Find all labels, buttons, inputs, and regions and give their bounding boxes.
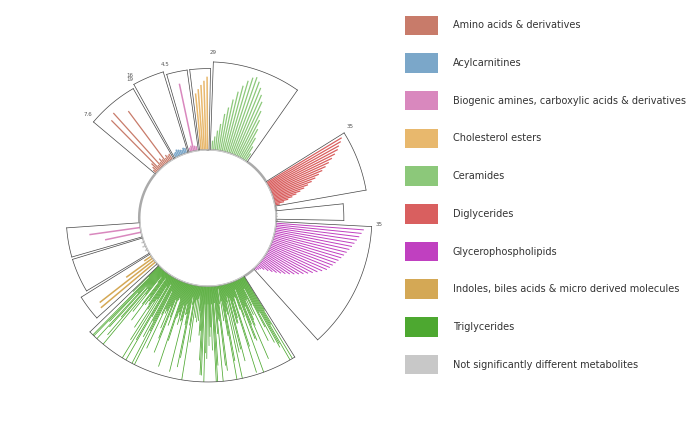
Text: Diglycerides: Diglycerides: [453, 209, 514, 219]
Polygon shape: [94, 89, 173, 174]
Text: 35: 35: [376, 222, 383, 227]
Polygon shape: [210, 62, 297, 162]
Text: Glycerophospholipids: Glycerophospholipids: [453, 246, 557, 256]
Polygon shape: [134, 72, 188, 158]
Polygon shape: [167, 70, 198, 152]
Text: 7.6: 7.6: [84, 112, 92, 117]
FancyBboxPatch shape: [405, 355, 438, 375]
Polygon shape: [73, 238, 149, 291]
Text: 16: 16: [127, 73, 134, 78]
Text: Indoles, biles acids & micro derived molecules: Indoles, biles acids & micro derived mol…: [453, 284, 679, 294]
Text: Ceramides: Ceramides: [453, 171, 505, 181]
Polygon shape: [67, 223, 142, 257]
FancyBboxPatch shape: [405, 16, 438, 35]
FancyBboxPatch shape: [405, 242, 438, 261]
Text: 35: 35: [346, 124, 353, 129]
Text: Cholesterol esters: Cholesterol esters: [453, 133, 541, 143]
FancyBboxPatch shape: [405, 91, 438, 110]
Text: 19: 19: [126, 77, 133, 82]
Text: 4.5: 4.5: [160, 62, 169, 68]
Polygon shape: [266, 133, 366, 206]
Polygon shape: [277, 204, 344, 220]
Polygon shape: [90, 266, 295, 382]
Text: Amino acids & derivatives: Amino acids & derivatives: [453, 20, 580, 30]
FancyBboxPatch shape: [405, 204, 438, 224]
FancyBboxPatch shape: [405, 317, 438, 337]
Polygon shape: [254, 221, 371, 340]
FancyBboxPatch shape: [405, 167, 438, 186]
FancyBboxPatch shape: [405, 279, 438, 299]
Polygon shape: [190, 68, 211, 150]
Text: Not significantly different metabolites: Not significantly different metabolites: [453, 360, 638, 370]
Text: Acylcarnitines: Acylcarnitines: [453, 58, 522, 68]
Text: Biogenic amines, carboxylic acids & derivatives: Biogenic amines, carboxylic acids & deri…: [453, 95, 686, 106]
Polygon shape: [81, 254, 157, 318]
FancyBboxPatch shape: [405, 129, 438, 148]
Text: Triglycerides: Triglycerides: [453, 322, 514, 332]
FancyBboxPatch shape: [405, 53, 438, 73]
Text: 29: 29: [210, 50, 217, 55]
